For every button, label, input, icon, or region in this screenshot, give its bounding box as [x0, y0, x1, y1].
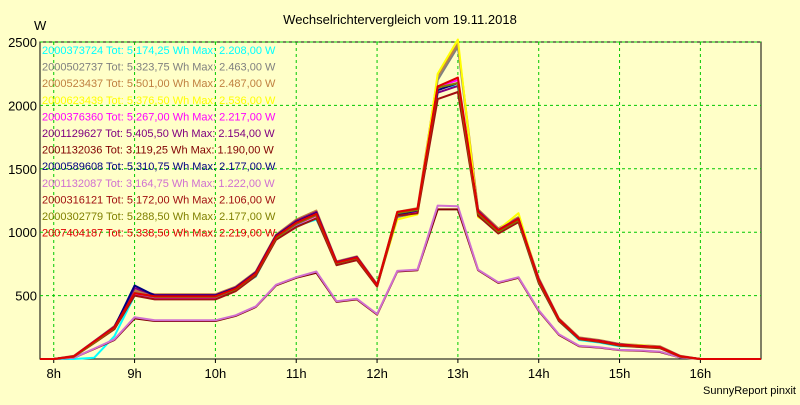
x-tick-label: 8h [47, 366, 61, 381]
y-tick-label: 2000 [8, 98, 37, 113]
legend-entry: 2000502737 Tot: 5.323,75 Wh Max: 2.463,0… [42, 62, 276, 74]
legend-entry: 2000523437 Tot: 5.501,00 Wh Max: 2.487,0… [42, 78, 276, 90]
x-tick-label: 15h [609, 366, 631, 381]
series-layer [40, 38, 761, 360]
x-tick-label: 13h [447, 366, 469, 381]
legend-entry: 2007404187 Tot: 5.338,50 Wh Max: 2.219,0… [42, 228, 276, 240]
grid-layer [40, 41, 761, 359]
legend-entry: 2000376360 Tot: 5.267,00 Wh Max: 2.217,0… [42, 111, 276, 123]
legend-entry: 2001129627 Tot: 5.405,50 Wh Max: 2.154,0… [42, 128, 275, 140]
legend-entry: 2001132087 Tot: 3.164,75 Wh Max: 1.222,0… [42, 178, 275, 190]
chart-footer: SunnyReport pinxit [703, 385, 796, 397]
y-tick-label: 1000 [8, 225, 37, 240]
tick-layer: 500 1000 1500 2000 2500 8h 9h 10h 11h 12h 13h 14h 15… [8, 35, 711, 381]
legend-entry: 2000373724 Tot: 5.174,25 Wh Max: 2.208,0… [42, 45, 276, 57]
legend-entry: 2000302779 Tot: 5.288,50 Wh Max: 2.177,0… [42, 211, 276, 223]
x-tick-label: 10h [205, 366, 227, 381]
y-axis-label: W [34, 18, 47, 33]
legend-entry: 2000589608 Tot: 5.310,75 Wh Max: 2.177,0… [42, 161, 276, 173]
x-tick-label: 14h [528, 366, 550, 381]
x-tick-label: 16h [690, 366, 712, 381]
legend-entry: 2000623439 Tot: 5.376,50 Wh Max: 2.536,0… [42, 95, 276, 107]
y-tick-label: 500 [15, 289, 37, 304]
legend-entry: 2000316121 Tot: 5.172,00 Wh Max: 2.106,0… [42, 194, 276, 206]
series-line [40, 204, 761, 360]
series-line [40, 76, 761, 360]
legend: 2000373724 Tot: 5.174,25 Wh Max: 2.208,0… [42, 45, 276, 240]
y-tick-label: 1500 [8, 162, 37, 177]
legend-entry: 2001132036 Tot: 3.119,25 Wh Max: 1.190,0… [42, 145, 274, 157]
chart-title: Wechselrichtervergleich vom 19.11.2018 [283, 12, 517, 27]
x-tick-label: 12h [366, 366, 388, 381]
x-tick-label: 9h [127, 366, 141, 381]
y-tick-label: 2500 [8, 35, 37, 50]
x-tick-label: 11h [286, 366, 307, 381]
